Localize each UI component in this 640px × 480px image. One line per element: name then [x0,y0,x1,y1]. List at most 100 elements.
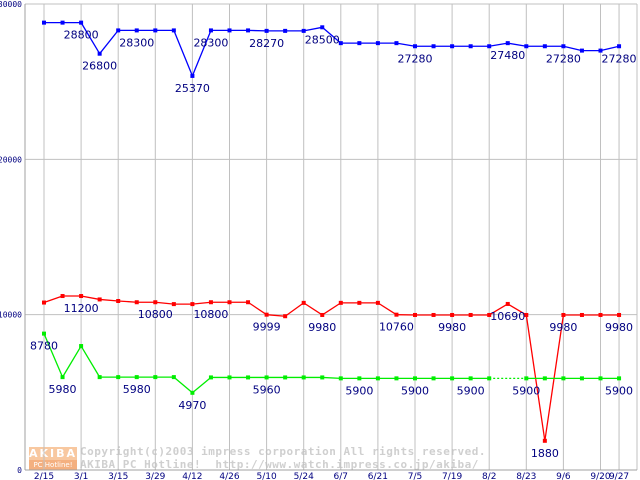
series-blue-segment [507,42,527,47]
data-label: 27280 [602,52,637,65]
series-blue-segment [191,30,212,77]
x-tick-label: 7/5 [408,472,422,480]
series-red-point [468,312,473,317]
data-label: 5980 [49,383,77,396]
data-label: 5900 [512,384,540,397]
series-green-point [431,376,436,381]
series-red-point [617,312,622,317]
series-green-segment [80,345,101,378]
series-green-point [524,376,529,381]
series-blue-point [617,44,622,49]
url-watermark: AKIBA PC Hotline! http://www.watch.impre… [80,458,479,471]
series-blue-point [208,28,213,33]
series-blue-point [542,44,547,49]
series-red-segment [507,303,527,316]
series-red-point [153,300,158,305]
series-red-segment [80,295,100,301]
series-green-point [394,376,399,381]
x-tick-label: 3/15 [108,472,128,480]
series-blue-point [413,44,417,49]
series-green-point [487,376,492,381]
data-label: 27280 [398,52,433,65]
series-green-point [320,375,325,380]
data-label: 27480 [490,49,525,62]
data-label: 9980 [438,321,466,334]
series-blue-point [227,28,232,33]
series-green-point [375,376,380,381]
data-label: 10690 [490,310,525,323]
series-red-segment [266,314,286,317]
series-blue-point [487,44,492,49]
series-blue-point [468,44,473,49]
series-blue-segment [99,30,119,55]
series-blue-point [524,44,529,49]
series-blue-segment [600,45,620,52]
series-blue-segment [563,45,583,52]
series-green-point [617,376,622,381]
series-blue-point [301,28,306,33]
data-label: 10800 [193,308,228,321]
series-red-point [598,312,603,317]
y-tick-label: 30000 [0,0,22,9]
data-label: 28300 [193,36,228,49]
series-green-point [227,375,232,380]
series-blue-segment [80,22,101,55]
series-red-segment [155,301,174,305]
series-blue-point [190,73,195,78]
series-green-point [413,376,417,381]
series-red-point [171,302,176,307]
series-green-point [171,375,176,380]
series-green-point [208,375,213,380]
series-blue-point [357,41,362,46]
series-red-segment [284,302,305,317]
series-blue-segment [396,42,416,47]
data-label: 11200 [64,302,99,315]
pc-hotline-logo: PC Hotline! [29,460,77,470]
series-green-point [598,376,603,381]
series-green-segment [61,345,82,378]
x-tick-label: 7/19 [442,472,462,480]
x-tick-label: 8/23 [516,472,536,480]
data-label: 28300 [119,36,154,49]
x-tick-label: 2/15 [34,472,54,480]
series-red-point [561,312,566,317]
series-blue-point [264,28,269,33]
y-tick-label: 20000 [0,155,22,164]
data-label: 10800 [138,308,173,321]
series-blue-point [450,44,455,49]
series-red-point [301,300,306,305]
series-red-point [375,300,380,305]
series-blue-segment [321,26,342,44]
data-label: 9980 [605,321,633,334]
series-green-point [579,376,584,381]
series-green-segment [43,333,64,378]
data-label: 28270 [249,37,284,50]
series-red-point [394,312,399,317]
series-blue-point [431,44,436,49]
series-blue-point [153,28,158,33]
series-red-point [542,438,547,443]
series-red-point [42,300,46,305]
copyright-watermark: Copyright(c)2003 impress corporation All… [80,445,486,458]
x-tick-label: 3/29 [145,472,165,480]
x-tick-label: 4/26 [219,472,239,480]
data-label: 9980 [549,321,577,334]
x-tick-label: 3/1 [74,472,88,480]
series-blue-point [60,20,65,25]
x-tick-label: 5/24 [294,472,314,480]
series-blue-point [320,25,325,30]
series-red-point [320,312,325,317]
series-blue-segment [489,42,508,47]
series-red-segment [377,302,397,316]
series-blue-point [394,41,399,46]
series-red-segment [99,298,119,302]
series-red-segment [488,303,509,316]
series-red-point [338,300,343,305]
data-label: 5960 [253,383,281,396]
series-blue-point [134,28,139,33]
series-red-segment [247,301,267,316]
series-red-segment [321,302,342,316]
series-green-segment [191,376,212,394]
